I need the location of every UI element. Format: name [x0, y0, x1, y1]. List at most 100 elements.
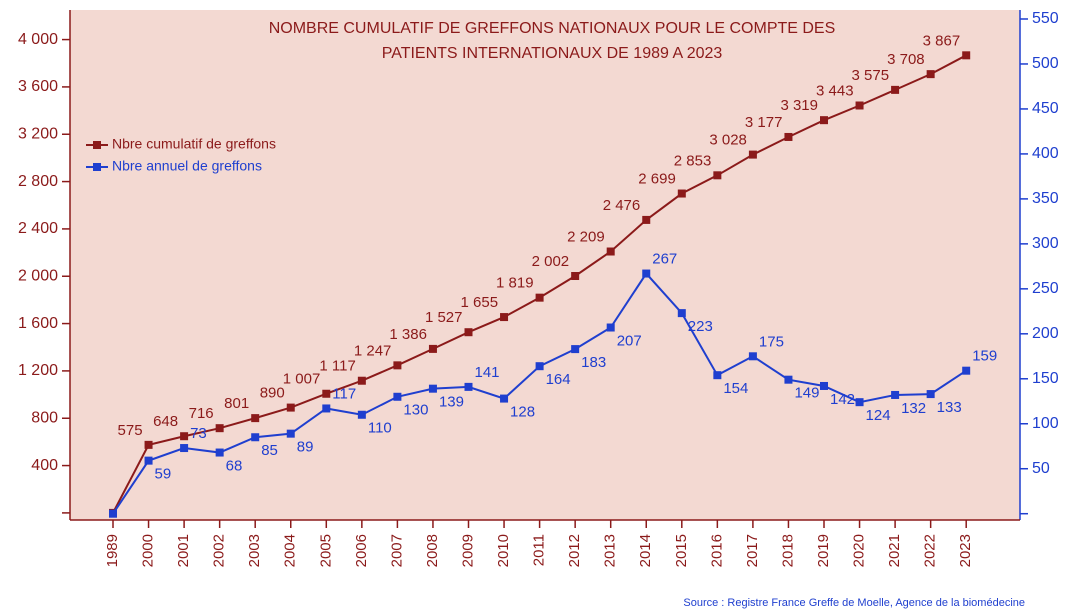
data-label: 3 708 [887, 51, 925, 68]
marker [926, 70, 935, 79]
marker [784, 132, 793, 141]
x-tick-label: 2020 [851, 534, 868, 567]
marker [215, 424, 224, 433]
marker [286, 429, 295, 438]
y-tick-label: 2 400 [18, 220, 58, 237]
data-label: 1 007 [283, 371, 321, 388]
data-label: 85 [261, 442, 278, 459]
data-label: 3 575 [852, 67, 890, 84]
data-label: 154 [723, 380, 748, 397]
data-label: 223 [688, 318, 713, 335]
marker [251, 433, 260, 442]
marker [180, 432, 189, 441]
y-tick-label: 1 600 [18, 315, 58, 332]
y-tick-label: 2 000 [18, 267, 58, 284]
x-tick-label: 2009 [459, 534, 476, 567]
x-tick-label: 2023 [957, 534, 974, 567]
marker [464, 382, 473, 391]
marker [251, 414, 260, 423]
data-label: 575 [118, 422, 143, 439]
data-label: 73 [190, 425, 207, 442]
marker [855, 398, 864, 407]
chart-title: NOMBRE CUMULATIF DE GREFFONS NATIONAUX P… [269, 20, 836, 37]
y-tick-label: 400 [31, 457, 58, 474]
x-tick-label: 2022 [922, 534, 939, 567]
x-tick-label: 2013 [602, 534, 619, 567]
marker [144, 456, 153, 465]
marker [606, 247, 615, 256]
data-label: 59 [155, 466, 172, 483]
y-tick-label: 1 200 [18, 362, 58, 379]
x-tick-label: 2004 [282, 534, 299, 567]
data-label: 1 655 [461, 294, 499, 311]
data-label: 3 443 [816, 82, 854, 99]
data-label: 128 [510, 404, 535, 421]
data-label: 1 247 [354, 342, 392, 359]
marker [500, 313, 509, 322]
legend-marker [93, 141, 101, 149]
x-tick-label: 2002 [211, 534, 228, 567]
y2-tick-label: 500 [1032, 55, 1059, 72]
marker [606, 323, 615, 332]
data-label: 159 [972, 348, 997, 365]
x-tick-label: 2019 [815, 534, 832, 567]
data-label: 2 476 [603, 197, 641, 214]
x-tick-label: 2012 [566, 534, 583, 567]
data-label: 139 [439, 394, 464, 411]
data-label: 89 [297, 439, 314, 456]
legend-label: Nbre cumulatif de greffons [112, 136, 276, 152]
marker [571, 272, 580, 281]
marker [428, 384, 437, 393]
data-label: 3 319 [780, 97, 818, 114]
marker [286, 403, 295, 412]
data-label: 183 [581, 354, 606, 371]
marker [500, 394, 509, 403]
y-tick-label: 4 000 [18, 31, 58, 48]
y2-tick-label: 200 [1032, 325, 1059, 342]
legend-marker [93, 163, 101, 171]
data-label: 175 [759, 333, 784, 350]
marker [357, 376, 366, 385]
y2-tick-label: 150 [1032, 370, 1059, 387]
marker [962, 51, 971, 60]
x-tick-label: 1989 [104, 534, 121, 567]
data-label: 207 [617, 332, 642, 349]
data-label: 142 [830, 391, 855, 408]
y2-tick-label: 250 [1032, 280, 1059, 297]
data-label: 2 853 [674, 152, 712, 169]
data-label: 1 386 [389, 326, 427, 343]
data-label: 890 [260, 385, 285, 402]
marker [642, 269, 651, 278]
data-label: 648 [153, 413, 178, 430]
y2-tick-label: 50 [1032, 460, 1050, 477]
y2-tick-label: 300 [1032, 235, 1059, 252]
data-label: 130 [403, 402, 428, 419]
marker [891, 85, 900, 94]
x-tick-label: 2021 [886, 534, 903, 567]
marker [393, 392, 402, 401]
data-label: 1 819 [496, 275, 534, 292]
marker [748, 352, 757, 361]
x-tick-label: 2001 [175, 534, 192, 567]
x-tick-label: 2017 [744, 534, 761, 567]
marker [855, 101, 864, 110]
data-label: 117 [332, 385, 356, 402]
data-label: 3 028 [709, 132, 747, 149]
marker [109, 509, 117, 518]
x-tick-label: 2003 [246, 534, 263, 567]
x-tick-label: 2007 [388, 534, 405, 567]
data-label: 2 209 [567, 228, 605, 245]
legend-label: Nbre annuel de greffons [112, 158, 262, 174]
data-label: 110 [368, 420, 392, 437]
data-label: 133 [937, 399, 962, 416]
marker [820, 381, 828, 390]
data-label: 267 [652, 251, 677, 268]
marker [322, 389, 331, 398]
source: Source : Registre France Greffe de Moell… [683, 597, 1025, 609]
data-label: 68 [226, 458, 243, 475]
x-tick-label: 2005 [317, 534, 334, 567]
data-label: 164 [546, 371, 571, 388]
data-label: 141 [475, 364, 500, 381]
marker [393, 361, 402, 370]
